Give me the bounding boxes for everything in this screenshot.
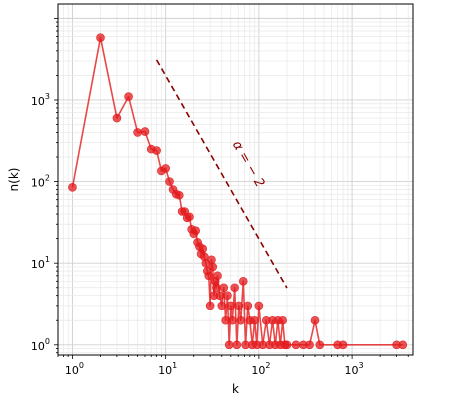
- data-point: [191, 226, 200, 236]
- data-point: [226, 301, 236, 311]
- data-point: [124, 92, 133, 101]
- data-point: [213, 271, 222, 281]
- data-point: [315, 340, 325, 350]
- y-axis-label: n(k): [7, 168, 21, 192]
- data-point: [212, 283, 221, 293]
- data-point: [207, 255, 216, 265]
- series-group: [68, 33, 408, 350]
- data-point: [223, 291, 232, 300]
- data-point: [228, 315, 237, 325]
- data-point: [232, 340, 242, 350]
- data-point: [398, 340, 408, 350]
- data-point: [234, 301, 244, 311]
- data-point: [96, 33, 105, 42]
- x-tick-label: 103: [345, 361, 364, 377]
- data-point: [305, 340, 314, 350]
- series-line: [71, 36, 403, 346]
- data-point: [250, 315, 259, 325]
- reference-line-group: [155, 59, 288, 289]
- data-point: [215, 291, 225, 300]
- data-point: [198, 244, 208, 254]
- y-axis: 100 101 102 103: [31, 17, 58, 354]
- data-point: [338, 340, 348, 350]
- data-point: [112, 113, 122, 123]
- data-point: [217, 301, 227, 311]
- data-point: [282, 340, 292, 350]
- data-point: [243, 301, 253, 311]
- data-point: [236, 315, 246, 325]
- x-axis: 100 101 102 103: [57, 355, 409, 377]
- data-point: [205, 301, 215, 311]
- data-point: [254, 301, 264, 311]
- data-point: [68, 183, 77, 192]
- data-point: [174, 190, 184, 200]
- data-point: [230, 283, 239, 293]
- y-tick-label: 102: [31, 174, 50, 190]
- x-tick-label: 101: [158, 361, 177, 377]
- x-tick-label: 100: [65, 361, 84, 377]
- data-point: [219, 283, 229, 293]
- data-point: [152, 146, 161, 155]
- plot-frame: [57, 3, 414, 356]
- y-tick-label: 100: [31, 337, 50, 353]
- data-point: [165, 177, 174, 186]
- data-point: [238, 276, 248, 286]
- data-point: [204, 271, 214, 281]
- x-tick-label: 102: [251, 361, 270, 377]
- slope-annotation: α = − 2: [229, 138, 267, 190]
- data-point: [133, 128, 142, 137]
- reference-line: [155, 59, 288, 289]
- data-point: [140, 127, 150, 136]
- data-point: [185, 212, 194, 222]
- data-point: [208, 262, 218, 272]
- data-point: [291, 340, 301, 350]
- data-point: [278, 315, 287, 325]
- data-point: [161, 164, 170, 173]
- data-point: [224, 340, 234, 350]
- y-tick-label: 101: [31, 255, 50, 271]
- y-tick-label: 103: [31, 92, 50, 108]
- data-point: [310, 315, 320, 325]
- x-axis-label: k: [232, 382, 239, 396]
